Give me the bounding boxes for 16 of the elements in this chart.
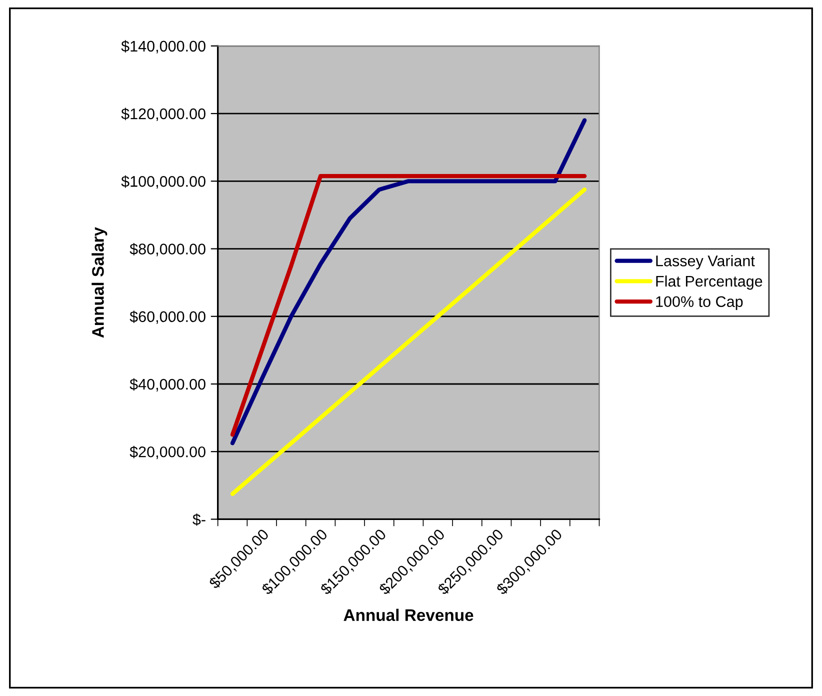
line-series xyxy=(230,188,587,496)
legend-label: 100% to Cap xyxy=(656,296,743,310)
x-axis-title: Annual Revenue xyxy=(344,608,474,622)
y-tick-label: $40,000.00 xyxy=(130,378,206,392)
y-tick-label: $100,000.00 xyxy=(121,175,206,189)
y-tick-label: $- xyxy=(192,513,206,526)
legend-label: Flat Percentage xyxy=(656,275,762,290)
y-tick-label: $80,000.00 xyxy=(130,242,206,256)
y-tick-label: $20,000.00 xyxy=(130,446,206,460)
y-axis-title: Annual Salary xyxy=(92,227,108,338)
line-series xyxy=(230,118,587,446)
line-series xyxy=(230,174,587,437)
y-tick-label: $120,000.00 xyxy=(121,108,206,122)
y-tick-label: $60,000.00 xyxy=(130,310,206,324)
legend-label: Lassey Variant xyxy=(656,255,755,270)
y-tick-label: $140,000.00 xyxy=(121,40,206,54)
